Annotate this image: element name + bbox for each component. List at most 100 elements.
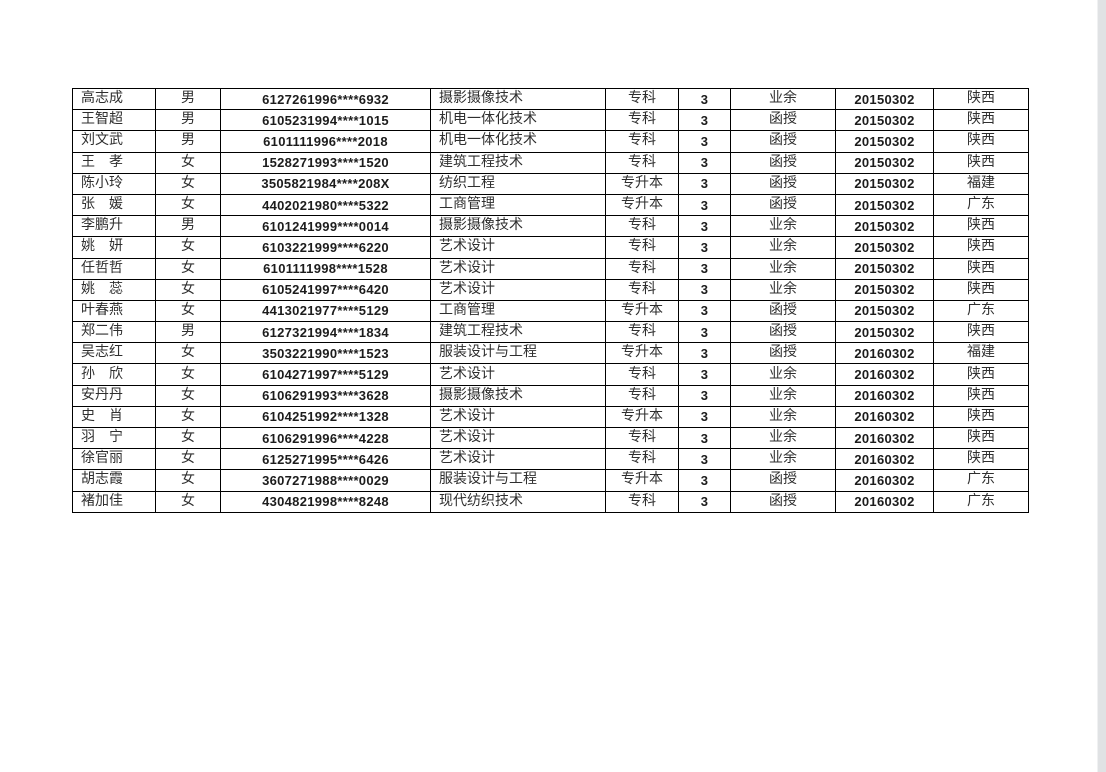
cell-study-mode: 业余 xyxy=(730,384,836,407)
cell-province: 广东 xyxy=(933,490,1029,513)
table-row: 安丹丹女 6106291993****3628 摄影摄像技术 专科 3 业余 2016030… xyxy=(72,384,1029,407)
cell-name: 吴志红 xyxy=(72,342,156,365)
cell-duration-years: 3 xyxy=(678,426,731,450)
cell-gender: 女 xyxy=(155,151,221,174)
cell-gender: 男 xyxy=(155,130,221,153)
cell-enroll-date: 20150302 xyxy=(835,130,934,153)
cell-duration-years: 3 xyxy=(678,193,731,217)
cell-education-level: 专科 xyxy=(605,87,679,111)
cell-duration-years: 3 xyxy=(678,469,731,492)
cell-major: 服装设计与工程 xyxy=(430,469,606,492)
cell-study-mode: 函授 xyxy=(730,193,836,217)
scrollbar-track[interactable] xyxy=(1097,0,1106,772)
cell-duration-years: 3 xyxy=(678,130,731,153)
cell-gender: 女 xyxy=(155,257,221,280)
table-row: 王智超男 6105231994****1015 机电一体化技术 专科 3 函授 201503… xyxy=(72,109,1029,132)
cell-study-mode: 业余 xyxy=(730,278,836,301)
cell-id-number: 6127321994****1834 xyxy=(220,321,431,344)
cell-study-mode: 函授 xyxy=(730,109,836,132)
cell-duration-years: 3 xyxy=(678,215,731,238)
cell-name: 叶春燕 xyxy=(72,299,156,323)
table-row: 郑二伟男 6127321994****1834 建筑工程技术 专科 3 函授 2015030… xyxy=(72,321,1029,344)
cell-gender: 女 xyxy=(155,363,221,386)
cell-major: 摄影摄像技术 xyxy=(430,215,606,238)
cell-province: 广东 xyxy=(933,469,1029,492)
cell-duration-years: 3 xyxy=(678,87,731,111)
cell-enroll-date: 20160302 xyxy=(835,426,934,450)
cell-duration-years: 3 xyxy=(678,236,731,259)
table-row: 高志成男 6127261996****6932 摄影摄像技术 专科 3 业余 2015030… xyxy=(72,87,1029,111)
cell-duration-years: 3 xyxy=(678,257,731,280)
cell-name: 史 肖 xyxy=(72,405,156,429)
cell-gender: 女 xyxy=(155,236,221,259)
cell-province: 陕西 xyxy=(933,151,1029,174)
cell-duration-years: 3 xyxy=(678,109,731,132)
cell-education-level: 专科 xyxy=(605,109,679,132)
cell-study-mode: 函授 xyxy=(730,172,836,195)
cell-province: 陕西 xyxy=(933,426,1029,450)
cell-study-mode: 业余 xyxy=(730,363,836,386)
cell-enroll-date: 20160302 xyxy=(835,405,934,429)
cell-id-number: 6125271995****6426 xyxy=(220,448,431,471)
cell-education-level: 专科 xyxy=(605,448,679,471)
cell-name: 孙 欣 xyxy=(72,363,156,386)
cell-id-number: 4413021977****5129 xyxy=(220,299,431,323)
table-row: 王 孝女 1528271993****1520 建筑工程技术 专科 3 函授 2015030… xyxy=(72,151,1029,174)
cell-province: 陕西 xyxy=(933,87,1029,111)
table-row: 史 肖女 6104251992****1328 艺术设计 专升本 3 业余 20160302… xyxy=(72,405,1029,429)
table-row: 羽 宁女 6106291996****4228 艺术设计 专科 3 业余 20160302 陕… xyxy=(72,426,1029,450)
cell-major: 艺术设计 xyxy=(430,448,606,471)
cell-name: 刘文武 xyxy=(72,130,156,153)
cell-name: 姚 蕊 xyxy=(72,278,156,301)
cell-study-mode: 函授 xyxy=(730,342,836,365)
cell-major: 机电一体化技术 xyxy=(430,109,606,132)
cell-gender: 男 xyxy=(155,109,221,132)
cell-id-number: 6101111998****1528 xyxy=(220,257,431,280)
cell-major: 工商管理 xyxy=(430,193,606,217)
cell-study-mode: 函授 xyxy=(730,490,836,513)
cell-id-number: 6106291993****3628 xyxy=(220,384,431,407)
cell-major: 建筑工程技术 xyxy=(430,321,606,344)
cell-gender: 女 xyxy=(155,405,221,429)
table-row: 姚 妍女 6103221999****6220 艺术设计 专科 3 业余 20150302 陕… xyxy=(72,236,1029,259)
cell-enroll-date: 20160302 xyxy=(835,448,934,471)
cell-major: 机电一体化技术 xyxy=(430,130,606,153)
cell-enroll-date: 20150302 xyxy=(835,193,934,217)
cell-duration-years: 3 xyxy=(678,490,731,513)
table-row: 胡志霞女 3607271988****0029 服装设计与工程 专升本 3 函授 20160… xyxy=(72,469,1029,492)
cell-province: 福建 xyxy=(933,342,1029,365)
cell-id-number: 6106291996****4228 xyxy=(220,426,431,450)
table-row: 姚 蕊女 6105241997****6420 艺术设计 专科 3 业余 20150302 陕… xyxy=(72,278,1029,301)
cell-province: 陕西 xyxy=(933,257,1029,280)
cell-major: 工商管理 xyxy=(430,299,606,323)
cell-province: 广东 xyxy=(933,299,1029,323)
cell-education-level: 专科 xyxy=(605,151,679,174)
cell-name: 张 媛 xyxy=(72,193,156,217)
cell-major: 艺术设计 xyxy=(430,363,606,386)
cell-province: 陕西 xyxy=(933,363,1029,386)
cell-education-level: 专科 xyxy=(605,215,679,238)
cell-name: 郑二伟 xyxy=(72,321,156,344)
cell-enroll-date: 20150302 xyxy=(835,278,934,301)
cell-duration-years: 3 xyxy=(678,172,731,195)
cell-major: 摄影摄像技术 xyxy=(430,87,606,111)
cell-duration-years: 3 xyxy=(678,405,731,429)
cell-id-number: 6104271997****5129 xyxy=(220,363,431,386)
cell-duration-years: 3 xyxy=(678,321,731,344)
cell-duration-years: 3 xyxy=(678,384,731,407)
cell-enroll-date: 20160302 xyxy=(835,342,934,365)
cell-gender: 女 xyxy=(155,172,221,195)
cell-gender: 男 xyxy=(155,87,221,111)
cell-province: 陕西 xyxy=(933,109,1029,132)
cell-id-number: 4402021980****5322 xyxy=(220,193,431,217)
cell-duration-years: 3 xyxy=(678,299,731,323)
cell-education-level: 专科 xyxy=(605,363,679,386)
cell-education-level: 专升本 xyxy=(605,469,679,492)
cell-enroll-date: 20150302 xyxy=(835,172,934,195)
cell-study-mode: 业余 xyxy=(730,257,836,280)
cell-enroll-date: 20150302 xyxy=(835,321,934,344)
cell-duration-years: 3 xyxy=(678,278,731,301)
cell-id-number: 6101241999****0014 xyxy=(220,215,431,238)
cell-id-number: 6105231994****1015 xyxy=(220,109,431,132)
